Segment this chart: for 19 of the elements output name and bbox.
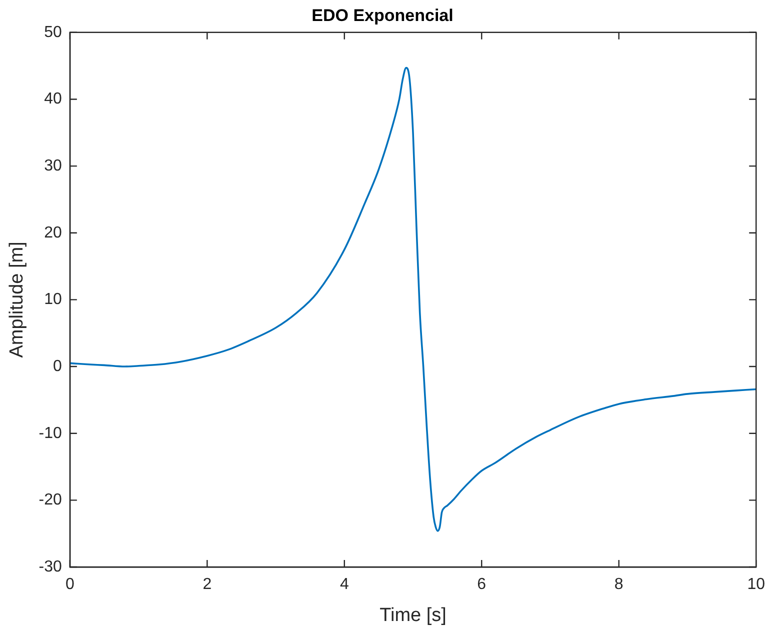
y-axis-title: Amplitude [m]	[6, 242, 28, 358]
x-tick-label: 2	[202, 576, 212, 594]
y-tick-label: 20	[44, 224, 62, 242]
y-tick-label: 30	[44, 157, 62, 174]
x-tick-label: 6	[477, 576, 486, 594]
x-tick-label: 8	[614, 576, 624, 594]
x-tick-label: 4	[340, 576, 349, 594]
y-tick-label: -10	[38, 424, 62, 442]
y-tick-label: 0	[53, 358, 62, 375]
x-axis-title: Time [s]	[380, 604, 446, 626]
x-tick-label: 10	[747, 576, 766, 594]
chart-title: EDO Exponencial	[312, 6, 454, 25]
x-tick-label: 0	[65, 576, 74, 594]
y-tick-label: -20	[38, 492, 62, 509]
line-series	[70, 66, 756, 532]
y-tick-label: 50	[44, 24, 62, 41]
y-tick-label: 40	[44, 90, 62, 108]
y-tick-label: 10	[44, 291, 62, 308]
y-tick-label: -30	[38, 558, 62, 576]
